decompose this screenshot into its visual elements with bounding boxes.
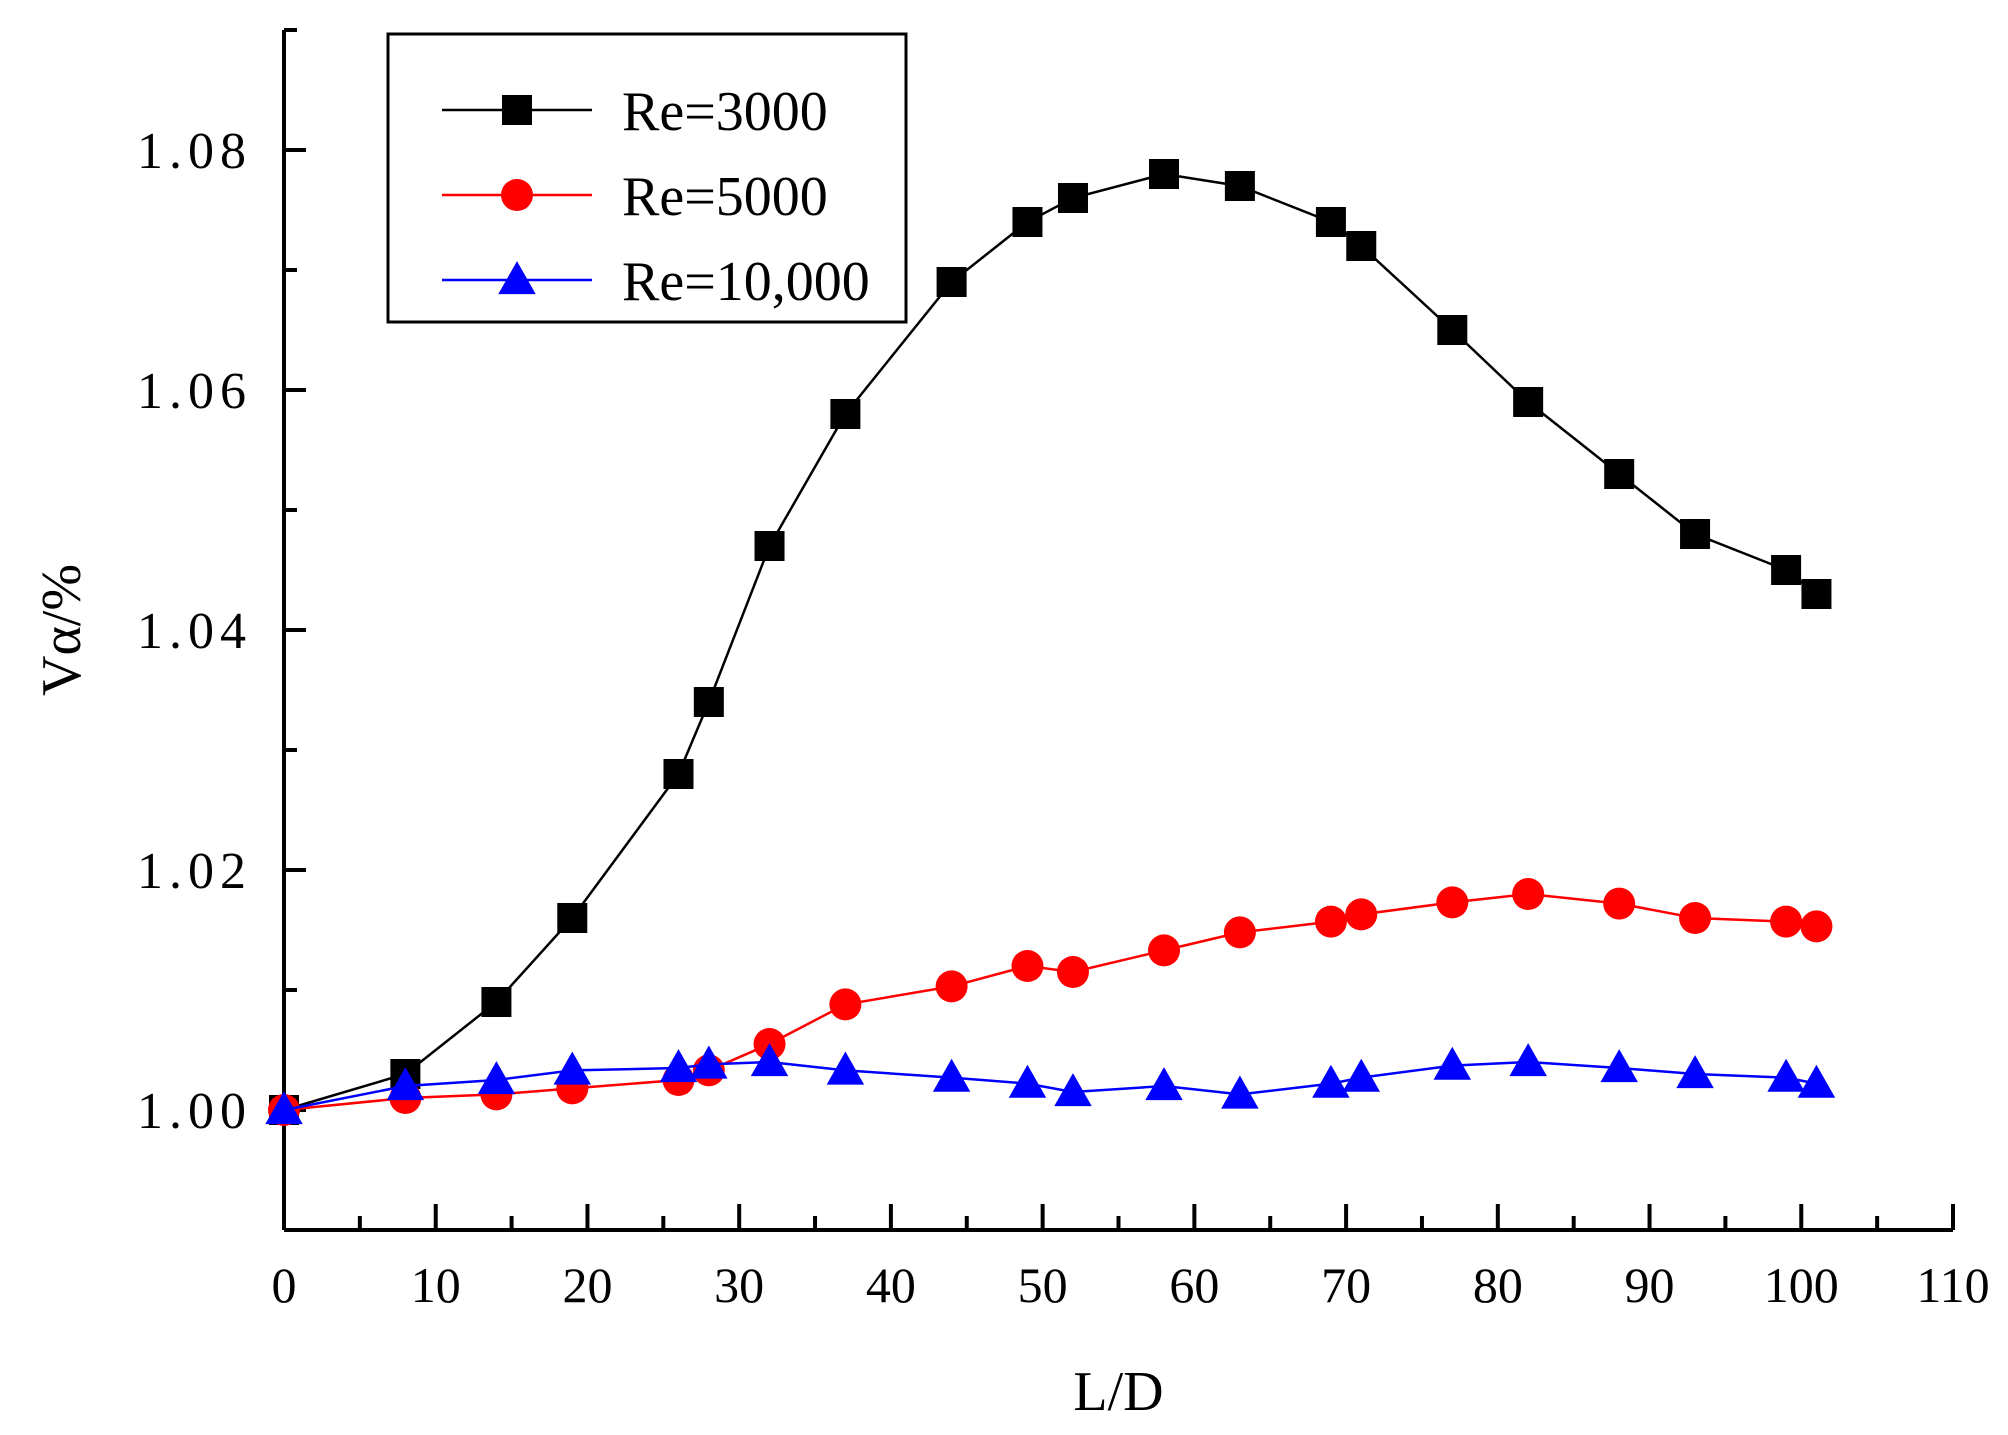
y-axis-title: Vα/% (31, 564, 93, 696)
data-point (754, 531, 785, 561)
data-point (477, 1061, 516, 1095)
data-point (1797, 1064, 1836, 1098)
data-point (829, 988, 862, 1021)
data-point (663, 759, 694, 789)
x-tick-label: 10 (411, 1257, 461, 1313)
x-tick-label: 70 (1321, 1257, 1371, 1313)
data-point (1603, 887, 1636, 920)
data-point (1801, 579, 1832, 609)
data-point (1676, 1055, 1714, 1089)
x-tick-label: 60 (1169, 1257, 1219, 1313)
series-line (283, 1060, 1817, 1112)
data-point (1600, 1049, 1638, 1083)
x-tick-label: 40 (866, 1257, 916, 1313)
data-point (1221, 1075, 1259, 1109)
y-tick-label: 1.00 (137, 1083, 252, 1140)
data-point (1145, 1067, 1183, 1101)
data-point (1512, 878, 1545, 910)
data-point (1315, 207, 1346, 237)
data-point (1011, 950, 1044, 982)
y-tick-label: 1.06 (137, 363, 252, 420)
data-point (932, 1058, 971, 1092)
data-point (1223, 916, 1256, 949)
data-point (1056, 956, 1089, 988)
data-point (1767, 1058, 1805, 1092)
data-point (1604, 459, 1635, 489)
x-tick-label: 0 (272, 1257, 297, 1313)
x-tick-label: 80 (1473, 1257, 1523, 1313)
data-point (1771, 555, 1802, 585)
y-tick-label: 1.02 (137, 843, 252, 900)
data-point (265, 1091, 303, 1125)
data-point (659, 1049, 698, 1083)
data-point (1433, 1046, 1472, 1080)
legend-label: Re=5000 (622, 166, 828, 228)
data-point (481, 987, 512, 1017)
data-point (1680, 519, 1711, 549)
legend-marker (501, 179, 533, 211)
data-point (1509, 1043, 1547, 1077)
x-tick-label: 110 (1916, 1257, 1989, 1313)
data-point (750, 1043, 789, 1077)
data-point (1149, 159, 1180, 189)
data-point (1342, 1058, 1381, 1092)
data-point (826, 1051, 865, 1085)
data-point (830, 399, 861, 429)
data-point (1054, 1073, 1092, 1107)
data-point (936, 267, 967, 297)
data-point (1345, 898, 1378, 931)
legend-item: Re=5000 (442, 166, 828, 228)
legend-label: Re=3000 (622, 81, 828, 143)
data-point (693, 687, 724, 717)
data-point (1436, 886, 1469, 919)
data-point (690, 1045, 728, 1079)
data-point (553, 1051, 592, 1085)
x-tick-label: 20 (562, 1257, 612, 1313)
legend-box (386, 32, 908, 324)
x-tick-label: 90 (1625, 1257, 1675, 1313)
data-point (1148, 934, 1181, 967)
legend-marker (498, 261, 536, 295)
data-point (386, 1067, 425, 1101)
legend-label: Re=10,000 (622, 251, 870, 313)
data-point (1314, 905, 1347, 938)
y-tick-label: 1.08 (137, 123, 252, 180)
data-point (1437, 315, 1468, 345)
data-point (1800, 910, 1833, 943)
x-tick-label: 30 (714, 1257, 764, 1313)
y-tick-label: 1.04 (137, 603, 252, 660)
data-point (1513, 387, 1544, 417)
x-tick-label: 100 (1764, 1257, 1839, 1313)
data-point (1057, 183, 1088, 213)
data-point (557, 903, 588, 933)
data-point (1679, 902, 1712, 934)
data-point (1770, 905, 1803, 938)
data-point (935, 970, 968, 1003)
legend-item: Re=10,000 (442, 251, 870, 313)
series-3 (265, 1043, 1836, 1125)
data-point (1224, 171, 1255, 201)
legend-marker (502, 95, 532, 125)
x-tick-label: 50 (1018, 1257, 1068, 1313)
legend-item: Re=3000 (442, 81, 828, 143)
data-point (1008, 1064, 1047, 1098)
data-point (1012, 207, 1043, 237)
x-axis-title: L/D (1073, 1361, 1163, 1423)
data-point (1312, 1064, 1350, 1098)
data-point (1346, 231, 1377, 261)
